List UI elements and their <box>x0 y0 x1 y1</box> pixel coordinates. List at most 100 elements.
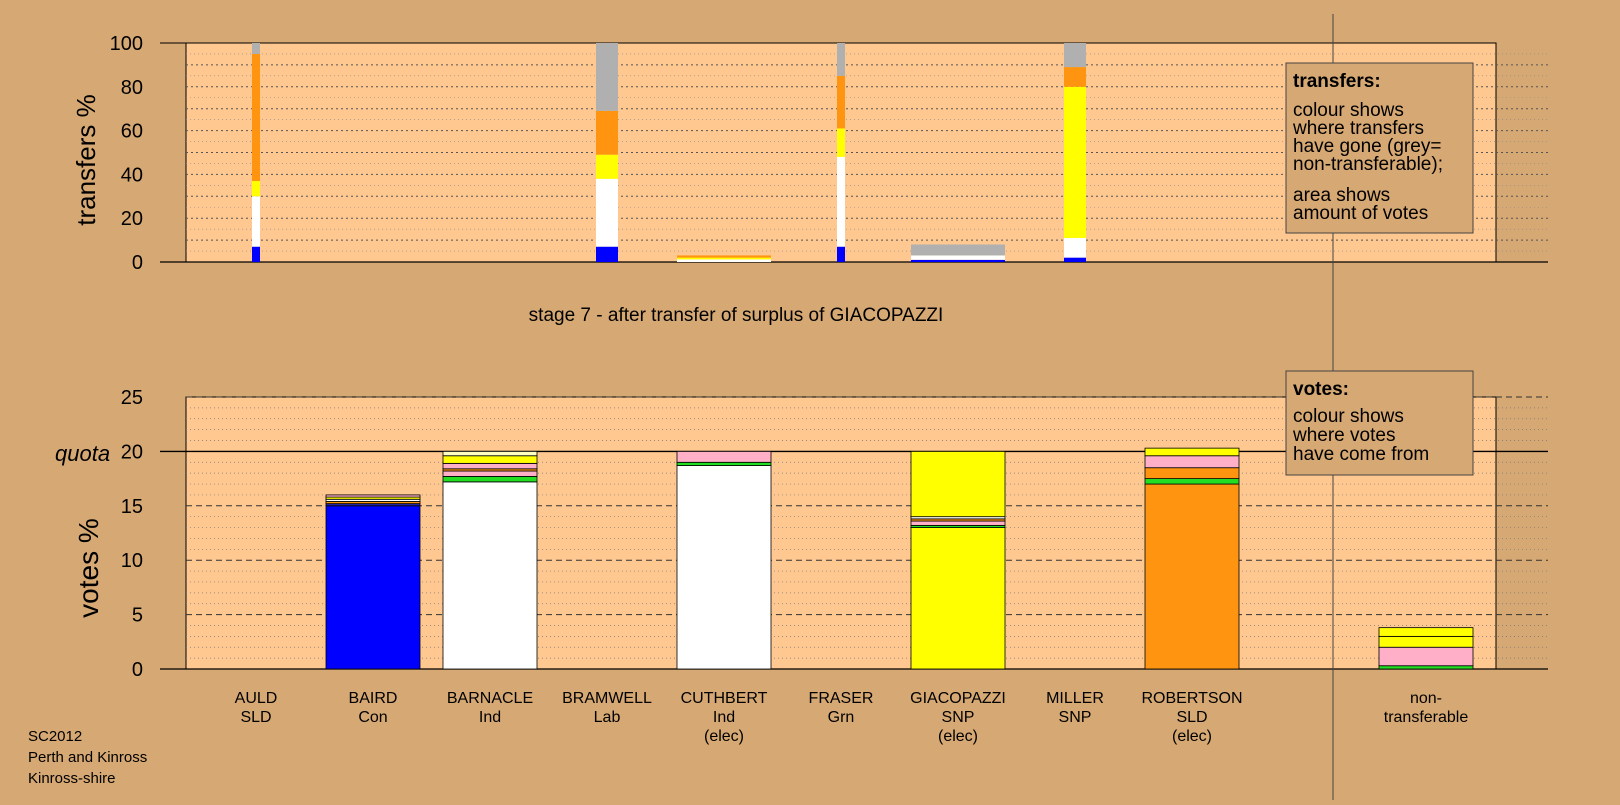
votes-bar-segment <box>442 470 538 477</box>
transfers-bar-segment <box>837 246 845 262</box>
candidate-label: non- <box>1410 690 1442 707</box>
candidate-label: SNP <box>1059 709 1092 726</box>
votes-bar-segment <box>1144 447 1240 457</box>
transfers-legend-line: amount of votes <box>1293 203 1428 224</box>
votes-legend: votes: colour shows where votes have com… <box>1285 370 1474 476</box>
votes-ytick-label: 25 <box>121 387 143 409</box>
votes-ylabel: votes % <box>73 518 104 618</box>
votes-ytick-label: 0 <box>132 659 143 681</box>
candidate-label: GIACOPAZZI <box>910 690 1006 707</box>
transfers-bar-segment <box>911 255 1005 260</box>
votes-bar-segment <box>442 450 538 457</box>
transfers-bar-segment <box>1064 86 1086 238</box>
transfers-ytick-label: 20 <box>121 208 143 230</box>
transfers-bar <box>252 43 260 262</box>
votes-bar-segment <box>1144 467 1240 480</box>
votes-bar <box>1144 447 1240 670</box>
candidate-label: SLD <box>1176 709 1207 726</box>
stage-title: stage 7 - after transfer of surplus of G… <box>529 305 944 326</box>
quota-label: quota <box>55 441 110 466</box>
candidate-label: (elec) <box>704 728 744 745</box>
transfers-ytick-label: 100 <box>110 33 143 55</box>
votes-bar-segment <box>1378 635 1474 648</box>
transfers-bar-segment <box>1064 43 1086 68</box>
transfers-bar <box>677 255 771 262</box>
candidate-label: CUTHBERT <box>681 690 768 707</box>
footer-line: Kinross-shire <box>28 770 116 787</box>
votes-bar-segment <box>442 481 538 670</box>
footer-line: Perth and Kinross <box>28 749 147 766</box>
votes-legend-box <box>1285 370 1474 476</box>
transfers-bar-segment <box>837 156 845 247</box>
votes-ytick-label: 5 <box>132 605 143 627</box>
transfers-legend-line: where transfers <box>1292 118 1424 139</box>
candidate-label: transferable <box>1384 709 1469 726</box>
transfers-bar-segment <box>252 53 260 181</box>
votes-bar-segment <box>676 465 772 670</box>
candidate-label: (elec) <box>1172 728 1212 745</box>
votes-bar <box>442 450 538 670</box>
votes-bar-segment <box>676 450 772 463</box>
candidate-label: AULD <box>235 690 278 707</box>
transfers-ylabel: transfers % <box>71 94 101 226</box>
transfers-legend: transfers: colour shows where transfers … <box>1285 62 1474 234</box>
transfers-ytick-label: 40 <box>121 164 143 186</box>
transfers-bar-segment <box>837 128 845 157</box>
votes-bar-segment <box>910 527 1006 670</box>
votes-bar-segment <box>325 494 421 498</box>
transfers-bar-segment <box>596 110 618 155</box>
transfers-bar-segment <box>252 43 260 54</box>
transfers-bar <box>596 43 618 262</box>
transfers-bar-segment <box>837 43 845 76</box>
transfers-legend-line: area shows <box>1293 185 1390 206</box>
transfers-bar <box>837 43 845 262</box>
transfers-ytick-label: 80 <box>121 77 143 99</box>
transfers-bar-segment <box>596 246 618 262</box>
candidate-label: SLD <box>240 709 271 726</box>
transfers-bar <box>911 244 1005 262</box>
votes-bar <box>1378 627 1474 670</box>
transfers-legend-line: have gone (grey= <box>1293 136 1441 157</box>
candidate-label: (elec) <box>938 728 978 745</box>
votes-bar-segment <box>442 462 538 470</box>
transfers-chart: 0 20 40 60 80 100 <box>110 33 1548 274</box>
candidate-label: BAIRD <box>349 690 398 707</box>
candidate-label: Con <box>358 709 387 726</box>
votes-ytick-label: 10 <box>121 550 143 572</box>
transfers-legend-box <box>1285 62 1474 234</box>
votes-ytick-label: 20 <box>121 441 143 463</box>
votes-chart: 0 5 10 15 20 25 AULD SLD BAIRD Con BARNACLE Ind BRAM… <box>121 387 1548 745</box>
candidate-label: Ind <box>479 709 501 726</box>
transfers-bar-segment <box>1064 237 1086 258</box>
candidate-label: Ind <box>713 709 735 726</box>
transfers-bar-segment <box>837 75 845 129</box>
transfers-ytick-label: 0 <box>132 252 143 274</box>
votes-legend-line: have come from <box>1293 444 1429 465</box>
candidate-label: BRAMWELL <box>562 690 652 707</box>
candidate-label: FRASER <box>809 690 874 707</box>
votes-bar-segment <box>1378 665 1474 670</box>
transfers-bar-segment <box>677 255 771 258</box>
transfers-bar-segment <box>596 154 618 179</box>
votes-bar <box>676 450 772 670</box>
transfers-bar-segment <box>677 259 771 262</box>
votes-bar-segment <box>1144 478 1240 485</box>
footer-line: SC2012 <box>28 728 82 745</box>
votes-bar-segment <box>1144 483 1240 670</box>
candidate-label: BARNACLE <box>447 690 533 707</box>
transfers-bar-segment <box>596 43 618 111</box>
transfers-ytick-label: 60 <box>121 121 143 143</box>
transfers-bar-segment <box>1064 257 1086 262</box>
votes-bar-segment <box>1144 455 1240 469</box>
votes-bar-segment <box>910 450 1006 518</box>
transfers-bar-segment <box>677 257 771 260</box>
votes-bar-segment <box>442 455 538 464</box>
candidate-label: MILLER <box>1046 690 1104 707</box>
transfers-legend-title: transfers: <box>1293 71 1381 92</box>
candidate-label: ROBERTSON <box>1141 690 1242 707</box>
votes-legend-title: votes: <box>1293 379 1349 400</box>
transfers-bar-segment <box>911 244 1005 256</box>
transfers-legend-line: non-transferable); <box>1293 154 1443 175</box>
candidate-label: Lab <box>594 709 621 726</box>
